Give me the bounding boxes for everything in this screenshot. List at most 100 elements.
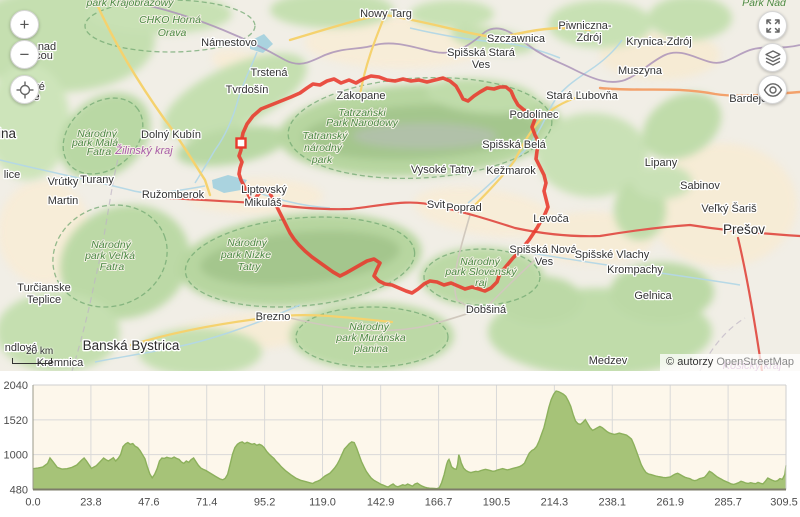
map-label: Spišské Vlachy <box>575 249 650 261</box>
kraj-border-east <box>699 317 746 371</box>
map-label: Lipany <box>645 157 678 169</box>
x-tick-label: 309.5 <box>770 497 798 509</box>
road-yellow-podhale <box>288 13 592 42</box>
road-gray-dobsina <box>289 257 538 332</box>
y-tick-label: 2040 <box>4 380 28 392</box>
map-label: park Muránska <box>335 332 406 344</box>
country-border <box>149 5 800 83</box>
map-canvas[interactable]: park Krajobrazowy CHKO Horná Orava Park Nad… <box>0 0 800 371</box>
map-label: Spišská Stará <box>447 47 516 59</box>
map-label: Vrútky <box>48 176 79 188</box>
route-start-marker[interactable] <box>235 137 247 149</box>
park-boundaries <box>52 0 553 368</box>
layers-button[interactable] <box>758 43 787 72</box>
map-label: park Nízke <box>220 249 271 261</box>
map-label: planina <box>353 343 388 355</box>
map-label: Krynica-Zdrój <box>626 36 691 48</box>
road-gray-poprad-s <box>453 214 471 309</box>
map-label: Krompachy <box>607 264 663 276</box>
route-layer <box>235 74 550 295</box>
map-label: Dolný Kubín <box>141 129 201 141</box>
map-label: Vysoké Tatry <box>411 164 474 176</box>
map-label: Tvrdošín <box>226 84 269 96</box>
expand-icon <box>765 18 780 33</box>
osm-link[interactable]: OpenStreetMap <box>716 356 794 368</box>
map-label: Námestovo <box>201 37 257 49</box>
zoom-out-button[interactable]: − <box>10 40 39 69</box>
map-label: Podolínec <box>510 109 559 121</box>
map-label: národný <box>304 142 343 154</box>
locate-button[interactable] <box>10 75 39 104</box>
map-label: Fatra <box>100 261 125 273</box>
map-label: Gelnica <box>634 290 672 302</box>
kraj-border-west <box>71 149 121 371</box>
x-tick-label: 261.9 <box>656 497 684 509</box>
map-label: Szczawnica <box>487 33 546 45</box>
map-label: Orava <box>158 27 187 39</box>
map-label: nad <box>38 41 56 53</box>
fullscreen-button[interactable] <box>758 11 787 40</box>
map-label: Sabinov <box>680 180 720 192</box>
zoom-in-button[interactable]: + <box>10 10 39 39</box>
minus-icon: − <box>19 45 30 64</box>
map-label: Spišská Nová <box>509 244 577 256</box>
map-label: Zdrój <box>576 32 601 44</box>
map-label: Levoča <box>533 213 569 225</box>
map-label: park Malá <box>71 137 118 149</box>
map-label: Spišská Belá <box>482 139 546 151</box>
map-label: Kežmarok <box>486 165 536 177</box>
map-label: lice <box>4 169 21 181</box>
x-tick-label: 214.3 <box>541 497 569 509</box>
x-tick-label: 23.8 <box>80 497 101 509</box>
eye-icon <box>763 82 782 97</box>
map-label: park Krajobrazowy <box>86 0 175 9</box>
visibility-button[interactable] <box>758 75 787 104</box>
map-label: Liptovský <box>241 184 287 196</box>
x-tick-label: 166.7 <box>425 497 453 509</box>
map-label: Mikuláš <box>244 197 282 209</box>
map-label: Tatrzański <box>338 107 386 119</box>
route-line <box>237 74 550 295</box>
x-tick-label: 238.1 <box>599 497 627 509</box>
map-label: Tatranský <box>302 130 348 142</box>
map-label: Ružomberok <box>142 189 205 201</box>
map-label: Turčianske <box>17 282 70 294</box>
map-label: raj <box>475 277 487 289</box>
elevation-area <box>33 391 786 490</box>
map-label: Národný <box>227 237 267 249</box>
layers-icon <box>764 49 781 66</box>
map-attribution: © autorzy OpenStreetMap <box>660 354 800 371</box>
road-yellow-zakopane <box>358 13 387 97</box>
crosshair-icon <box>16 81 33 98</box>
map-label: CHKO Horná <box>139 14 201 26</box>
lake-liptovska-mara <box>212 175 247 193</box>
map-label: Park Nad <box>742 0 787 9</box>
x-tick-label: 142.9 <box>367 497 395 509</box>
map-label: Piwniczna- <box>558 20 612 32</box>
map-label: park Slovenský <box>444 266 517 278</box>
map-forests <box>0 0 732 371</box>
admin-borders <box>71 5 800 371</box>
map-label: Kremnica <box>37 357 84 369</box>
map-label: Zakopane <box>337 90 386 102</box>
map-label: Veľký Šariš <box>701 202 757 215</box>
map-label: Fatra <box>87 146 112 158</box>
map-label: Turany <box>80 174 114 186</box>
map-label: Banská Bystrica <box>83 338 180 353</box>
roads <box>93 0 800 371</box>
map-label: Muszyna <box>618 65 663 77</box>
road-yellow-spis <box>468 95 580 212</box>
lake-orava-reservoir <box>250 34 273 53</box>
map-label: Tatry <box>238 261 262 273</box>
map-label: Žilinský kraj <box>114 144 173 157</box>
x-tick-label: 95.2 <box>254 497 275 509</box>
y-tick-label: 480 <box>10 485 28 497</box>
x-tick-label: 0.0 <box>25 497 40 509</box>
x-tick-label: 71.4 <box>196 497 217 509</box>
elevation-line <box>32 390 787 490</box>
map-label: Stará Ľubovňa <box>546 90 618 102</box>
map-label: Národný <box>349 321 389 333</box>
